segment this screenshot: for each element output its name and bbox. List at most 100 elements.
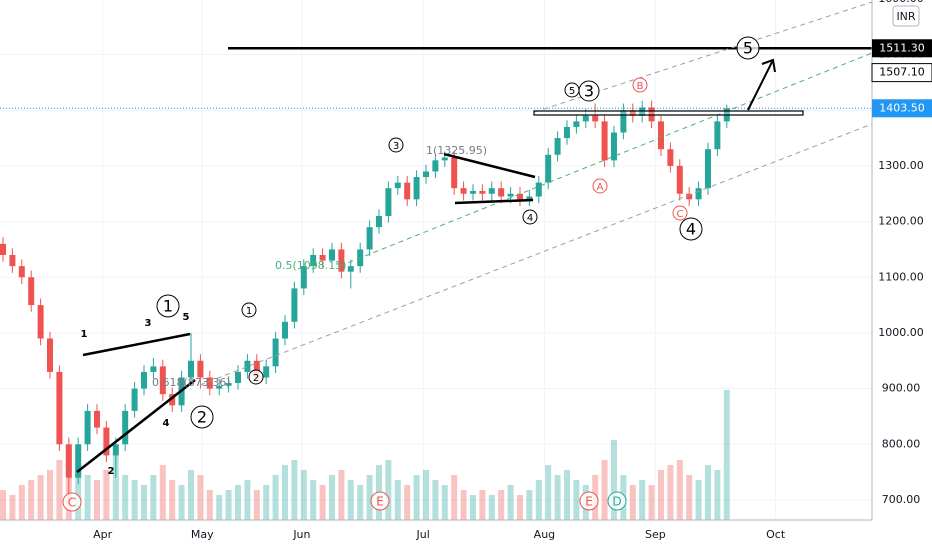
volume-bar (0, 490, 7, 520)
volume-bar (676, 460, 683, 520)
wave-label: 4 (686, 220, 696, 239)
volume-bar (610, 440, 617, 520)
candle-body (319, 254, 326, 261)
wave-label: E (376, 495, 384, 509)
volume-bar (657, 470, 664, 520)
price-label-box (871, 63, 932, 83)
y-tick-label: 1000.00 (878, 326, 924, 339)
candle-body (432, 160, 439, 172)
channel-line (339, 52, 873, 267)
wave-circle (370, 491, 390, 511)
price-label: 1403.50 (879, 101, 925, 114)
volume-bar (281, 465, 288, 520)
wave-label: 2 (197, 408, 207, 427)
wave-label: 0.618(873.36) (152, 376, 231, 389)
volume-bar (150, 475, 157, 520)
candle-body (216, 385, 223, 389)
price-label-box (872, 99, 932, 118)
candle-body (9, 254, 16, 267)
candle-body (413, 177, 420, 200)
volume-bar (178, 485, 185, 520)
wave-circle (736, 36, 760, 60)
wave-label: 4 (527, 213, 533, 224)
candle-body (601, 121, 608, 161)
candle-body (150, 366, 157, 372)
wave-circle (679, 217, 703, 241)
candle-body (0, 243, 7, 255)
volume-bar (328, 475, 335, 520)
volume-bar (394, 480, 401, 520)
wave-label: 5 (183, 312, 190, 323)
drawings (76, 1, 873, 473)
volume-bar (84, 475, 91, 520)
volume-bar (9, 495, 16, 520)
candle-body (281, 321, 288, 339)
candle-body (47, 338, 54, 372)
candle-body (197, 360, 204, 378)
wave-circle (62, 492, 82, 512)
volume-bar (206, 490, 213, 520)
x-tick-label: Jun (292, 528, 310, 541)
axes: 700.00 800.00 900.00 1000.00 1100.00 1200.00 1… (93, 0, 932, 541)
price-axis (872, 0, 932, 550)
volume-bar (488, 495, 495, 520)
volume-bar (704, 465, 711, 520)
volume-bar (460, 490, 467, 520)
volume-bar (197, 475, 204, 520)
volume-bar (413, 475, 420, 520)
price-label: 1507.10 (879, 66, 925, 79)
volume-bar (28, 480, 35, 520)
volume-bar (686, 475, 693, 520)
wave-circle (579, 491, 599, 511)
volume-bar (131, 480, 138, 520)
candle-body (676, 165, 683, 194)
volume-bar (112, 455, 119, 520)
candle-body (37, 305, 44, 339)
candle-body (94, 410, 101, 428)
candle-body (18, 266, 25, 278)
volume-bar (253, 490, 260, 520)
candle-body (141, 371, 148, 389)
y-tick-label: 1600.00 (878, 0, 924, 5)
candle-body (582, 115, 589, 122)
candle-body (65, 444, 72, 478)
volume-bar (507, 485, 514, 520)
volume-bar (187, 470, 194, 520)
candle-body (56, 371, 63, 445)
candle-body (244, 360, 251, 372)
candle-body (187, 360, 194, 378)
wave-circle (248, 369, 264, 385)
wave-label: 1 (163, 297, 173, 316)
wave-circle (241, 302, 257, 318)
candle-body (84, 410, 91, 445)
wave-circle (388, 137, 404, 153)
candle-body (469, 190, 476, 194)
candle-body (422, 171, 429, 178)
candle-body (554, 138, 561, 155)
currency-badge (892, 5, 920, 27)
y-tick-label: 1300.00 (878, 159, 924, 172)
candle-body (159, 366, 166, 395)
volume-bar (385, 460, 392, 520)
volume-bar (629, 485, 636, 520)
x-tick-label: Jul (416, 528, 430, 541)
wave-circle (592, 178, 608, 194)
x-tick-label: Apr (93, 528, 113, 541)
wave-label: C (68, 496, 76, 510)
candle-body (291, 288, 298, 322)
volume-bar (357, 485, 364, 520)
volume-bar (404, 485, 411, 520)
wave-circle (578, 80, 600, 102)
candle-body (563, 126, 570, 139)
volume-bar (695, 480, 702, 520)
y-tick-label: 900.00 (882, 382, 921, 395)
currency: INR (896, 10, 915, 23)
volume-bar (234, 485, 241, 520)
candle-body (366, 227, 373, 250)
candle-body (338, 249, 345, 272)
volume-bar (554, 475, 561, 520)
trend-line (82, 332, 191, 357)
candle-body (131, 388, 138, 411)
volume-bar (216, 495, 223, 520)
